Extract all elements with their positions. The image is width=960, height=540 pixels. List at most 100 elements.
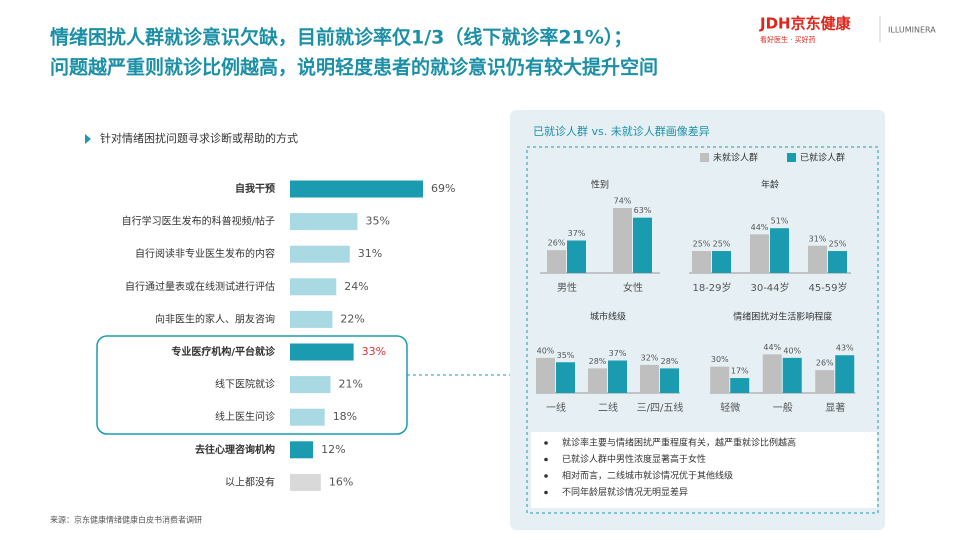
value-label: 40% <box>537 346 555 355</box>
category-label: 显著 <box>825 401 845 414</box>
note: 已就诊人群中男性浓度显著高于女性 <box>562 453 706 465</box>
category-label: 向非医生的家人、朋友咨询 <box>155 312 275 325</box>
category-label: 轻微 <box>720 401 740 414</box>
note: 不同年龄层就诊情况无明显差异 <box>562 486 688 498</box>
bar <box>692 251 711 273</box>
legend-swatch <box>787 153 796 162</box>
value-label: 28% <box>661 357 679 366</box>
category-label: 线下医院就诊 <box>215 378 275 391</box>
bar <box>547 250 566 273</box>
bar <box>808 245 827 273</box>
category-label: 专业医疗机构/平台就诊 <box>171 345 276 358</box>
bar <box>290 213 358 231</box>
bar <box>290 343 354 361</box>
category-label: 45-59岁 <box>808 281 847 294</box>
bar <box>290 180 423 198</box>
category-label: 自我干预 <box>235 182 275 195</box>
category-label: 三/四/五线 <box>637 401 684 414</box>
panel-subtitle: 城市线级 <box>590 311 626 323</box>
value-label: 21% <box>338 378 362 391</box>
bar <box>640 364 659 393</box>
value-label: 16% <box>329 475 353 488</box>
panel-subtitle: 情绪困扰对生活影响程度 <box>733 311 832 323</box>
bar <box>730 378 750 393</box>
value-label: 33% <box>362 345 386 358</box>
bar <box>782 357 802 393</box>
category-label: 线上医生问诊 <box>215 410 275 423</box>
bar <box>567 240 586 273</box>
chart-subtitle: 针对情绪困扰问题寻求诊断或帮助的方式 <box>100 131 298 145</box>
category-label: 一线 <box>546 401 566 414</box>
category-label: 18-29岁 <box>692 281 731 294</box>
value-label: 63% <box>634 206 652 215</box>
bar <box>750 234 769 273</box>
panel-frame <box>526 146 879 514</box>
title-line: 情绪困扰人群就诊意识欠缺，目前就诊率仅1/3（线下就诊率21%）； <box>50 26 632 49</box>
category-label: 女性 <box>623 281 643 294</box>
bar <box>290 441 314 459</box>
value-label: 37% <box>609 349 627 358</box>
value-label: 26% <box>816 359 834 368</box>
logo-tagline: 看好医生 · 买好药 <box>760 35 816 44</box>
bullet <box>544 441 548 445</box>
value-label: 25% <box>713 240 731 249</box>
value-label: 18% <box>333 410 357 423</box>
bar <box>290 245 350 263</box>
category-label: 30-44岁 <box>750 281 789 294</box>
value-label: 31% <box>809 234 827 243</box>
value-label: 35% <box>365 215 389 228</box>
note: 相对而言，二线城市就诊情况优于其他线级 <box>562 470 733 482</box>
category-label: 以上都没有 <box>225 475 275 488</box>
value-label: 26% <box>548 239 566 248</box>
value-label: 43% <box>836 344 854 353</box>
legend-label: 未就诊人群 <box>713 152 758 164</box>
value-label: 69% <box>431 182 455 195</box>
category-label: 自行通过量表或在线测试进行评估 <box>125 280 275 293</box>
bar <box>660 368 679 393</box>
panel-bg <box>510 110 885 530</box>
bar <box>536 357 555 393</box>
value-label: 32% <box>641 353 659 362</box>
category-label: 男性 <box>557 281 577 294</box>
bar <box>588 368 607 393</box>
panel-subtitle: 年龄 <box>761 179 779 191</box>
bar <box>835 355 855 393</box>
partner-logo: ILLUMINERA <box>888 26 936 35</box>
legend-label: 已就诊人群 <box>800 152 845 164</box>
bar <box>556 362 575 393</box>
highlight-box <box>96 335 408 435</box>
notes-box <box>531 432 877 508</box>
note: 就诊率主要与情绪困扰严重程度有关，越严重就诊比例越高 <box>562 437 796 449</box>
value-label: 44% <box>751 223 769 232</box>
value-label: 44% <box>763 343 781 352</box>
logo: JDH京东健康 <box>759 15 852 33</box>
bar <box>710 366 730 393</box>
value-label: 25% <box>829 240 847 249</box>
category-label: 一般 <box>773 401 793 414</box>
source: 来源：京东健康情绪健康白皮书消费者调研 <box>50 515 202 525</box>
value-label: 31% <box>358 247 382 260</box>
bullet <box>544 490 548 495</box>
bar <box>290 278 337 296</box>
bar <box>290 310 333 328</box>
bar <box>290 473 321 491</box>
category-label: 自行阅读非专业医生发布的内容 <box>135 247 275 260</box>
value-label: 51% <box>771 217 789 226</box>
value-label: 28% <box>589 357 607 366</box>
value-label: 40% <box>783 346 801 355</box>
value-label: 35% <box>557 351 575 360</box>
bar <box>633 217 652 273</box>
category-label: 去往心理咨询机构 <box>195 443 275 456</box>
bullet <box>544 474 548 478</box>
category-label: 自行学习医生发布的科普视频/帖子 <box>122 215 275 228</box>
bullet <box>544 457 548 462</box>
bar <box>712 251 731 273</box>
bar <box>613 208 632 273</box>
bar <box>290 376 331 394</box>
bar <box>762 354 782 393</box>
value-label: 12% <box>321 443 345 456</box>
value-label: 17% <box>731 367 749 376</box>
value-label: 30% <box>711 355 729 364</box>
